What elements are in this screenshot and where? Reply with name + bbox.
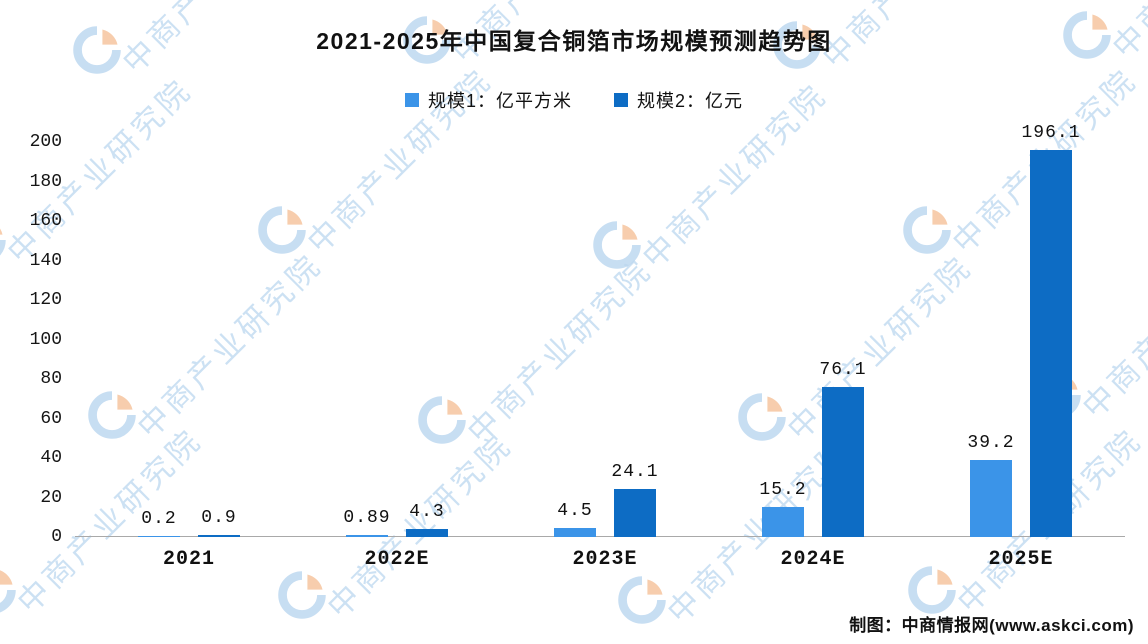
x-axis-label-2025E: 2025E bbox=[988, 548, 1054, 571]
value-label-series2-2021: 0.9 bbox=[201, 508, 237, 528]
bar-series1-2021 bbox=[138, 536, 180, 537]
bar-series1-2025E bbox=[970, 460, 1012, 537]
y-axis-tick-label: 20 bbox=[40, 487, 62, 508]
chart-title: 2021-2025年中国复合铜箔市场规模预测趋势图 bbox=[316, 28, 832, 54]
x-axis-label-2022E: 2022E bbox=[364, 548, 430, 571]
x-axis-label-2024E: 2024E bbox=[780, 548, 846, 571]
credit-text: 制图：中商情报网(www.askci.com) bbox=[849, 616, 1134, 635]
y-axis-tick-label: 160 bbox=[29, 211, 62, 231]
x-axis-label-2021: 2021 bbox=[162, 548, 215, 571]
legend-item-series2: 规模2：亿元 bbox=[614, 87, 743, 113]
bar-series2-2024E bbox=[822, 387, 864, 537]
value-label-series1-2022E: 0.89 bbox=[343, 508, 391, 528]
x-axis-label-2023E: 2023E bbox=[572, 548, 638, 571]
legend-swatch-series1 bbox=[404, 93, 419, 107]
y-axis-tick-label: 180 bbox=[29, 171, 62, 192]
value-label-series2-2023E: 24.1 bbox=[611, 462, 659, 482]
legend-label-series1: 规模1：亿平方米 bbox=[427, 91, 572, 111]
bar-series1-2024E bbox=[762, 507, 804, 537]
y-axis-tick-label: 0 bbox=[51, 527, 62, 547]
value-label-series1-2021: 0.2 bbox=[141, 509, 177, 529]
bar-series1-2022E bbox=[346, 535, 388, 537]
y-axis-tick-label: 80 bbox=[40, 369, 62, 389]
value-label-series1-2023E: 4.5 bbox=[557, 501, 593, 521]
y-axis-tick-label: 100 bbox=[29, 329, 62, 350]
x-axis-line bbox=[75, 536, 1125, 537]
y-axis-tick-label: 140 bbox=[29, 250, 62, 271]
legend-swatch-series2 bbox=[614, 93, 628, 107]
value-label-series2-2025E: 196.1 bbox=[1021, 123, 1081, 143]
y-axis-tick-label: 120 bbox=[29, 290, 62, 310]
value-label-series1-2024E: 15.2 bbox=[759, 480, 807, 500]
y-axis-tick-label: 200 bbox=[29, 132, 62, 152]
bar-series2-2022E bbox=[406, 529, 448, 537]
value-label-series2-2024E: 76.1 bbox=[819, 360, 867, 380]
bar-series2-2025E bbox=[1030, 150, 1072, 537]
bar-series2-2021 bbox=[198, 535, 240, 537]
value-label-series1-2025E: 39.2 bbox=[967, 433, 1015, 453]
y-axis-tick-label: 60 bbox=[40, 408, 62, 429]
value-label-series2-2022E: 4.3 bbox=[409, 502, 445, 522]
bar-series2-2023E bbox=[614, 489, 656, 537]
legend: 规模1：亿平方米 规模2：亿元 bbox=[0, 87, 1148, 113]
y-axis-tick-label: 40 bbox=[40, 448, 62, 468]
bar-series1-2023E bbox=[554, 528, 596, 537]
legend-label-series2: 规模2：亿元 bbox=[637, 91, 744, 111]
legend-item-series1: 规模1：亿平方米 bbox=[404, 87, 572, 113]
